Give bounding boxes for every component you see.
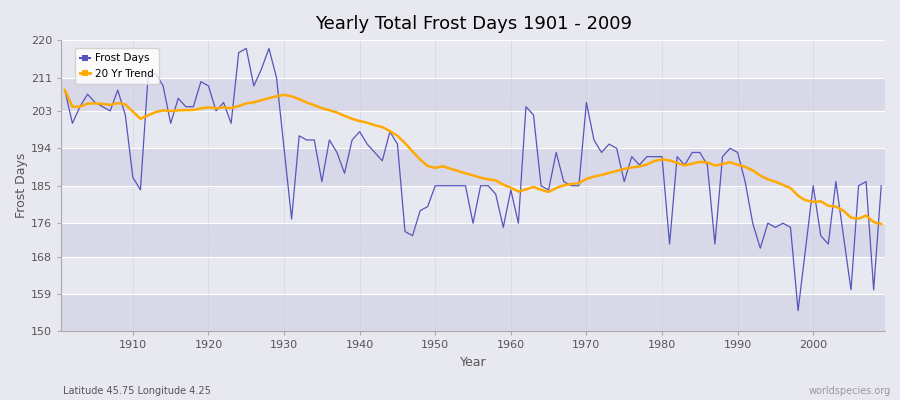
Bar bbox=[61, 186, 885, 223]
Text: worldspecies.org: worldspecies.org bbox=[809, 386, 891, 396]
X-axis label: Year: Year bbox=[460, 356, 486, 369]
Legend: Frost Days, 20 Yr Trend: Frost Days, 20 Yr Trend bbox=[75, 48, 159, 84]
Bar bbox=[61, 40, 885, 78]
Bar bbox=[61, 148, 885, 186]
Title: Yearly Total Frost Days 1901 - 2009: Yearly Total Frost Days 1901 - 2009 bbox=[314, 15, 632, 33]
Bar bbox=[61, 78, 885, 111]
Bar bbox=[61, 256, 885, 294]
Y-axis label: Frost Days: Frost Days bbox=[15, 153, 28, 218]
Bar bbox=[61, 294, 885, 332]
Bar bbox=[61, 111, 885, 148]
Bar bbox=[61, 223, 885, 256]
Text: Latitude 45.75 Longitude 4.25: Latitude 45.75 Longitude 4.25 bbox=[63, 386, 211, 396]
